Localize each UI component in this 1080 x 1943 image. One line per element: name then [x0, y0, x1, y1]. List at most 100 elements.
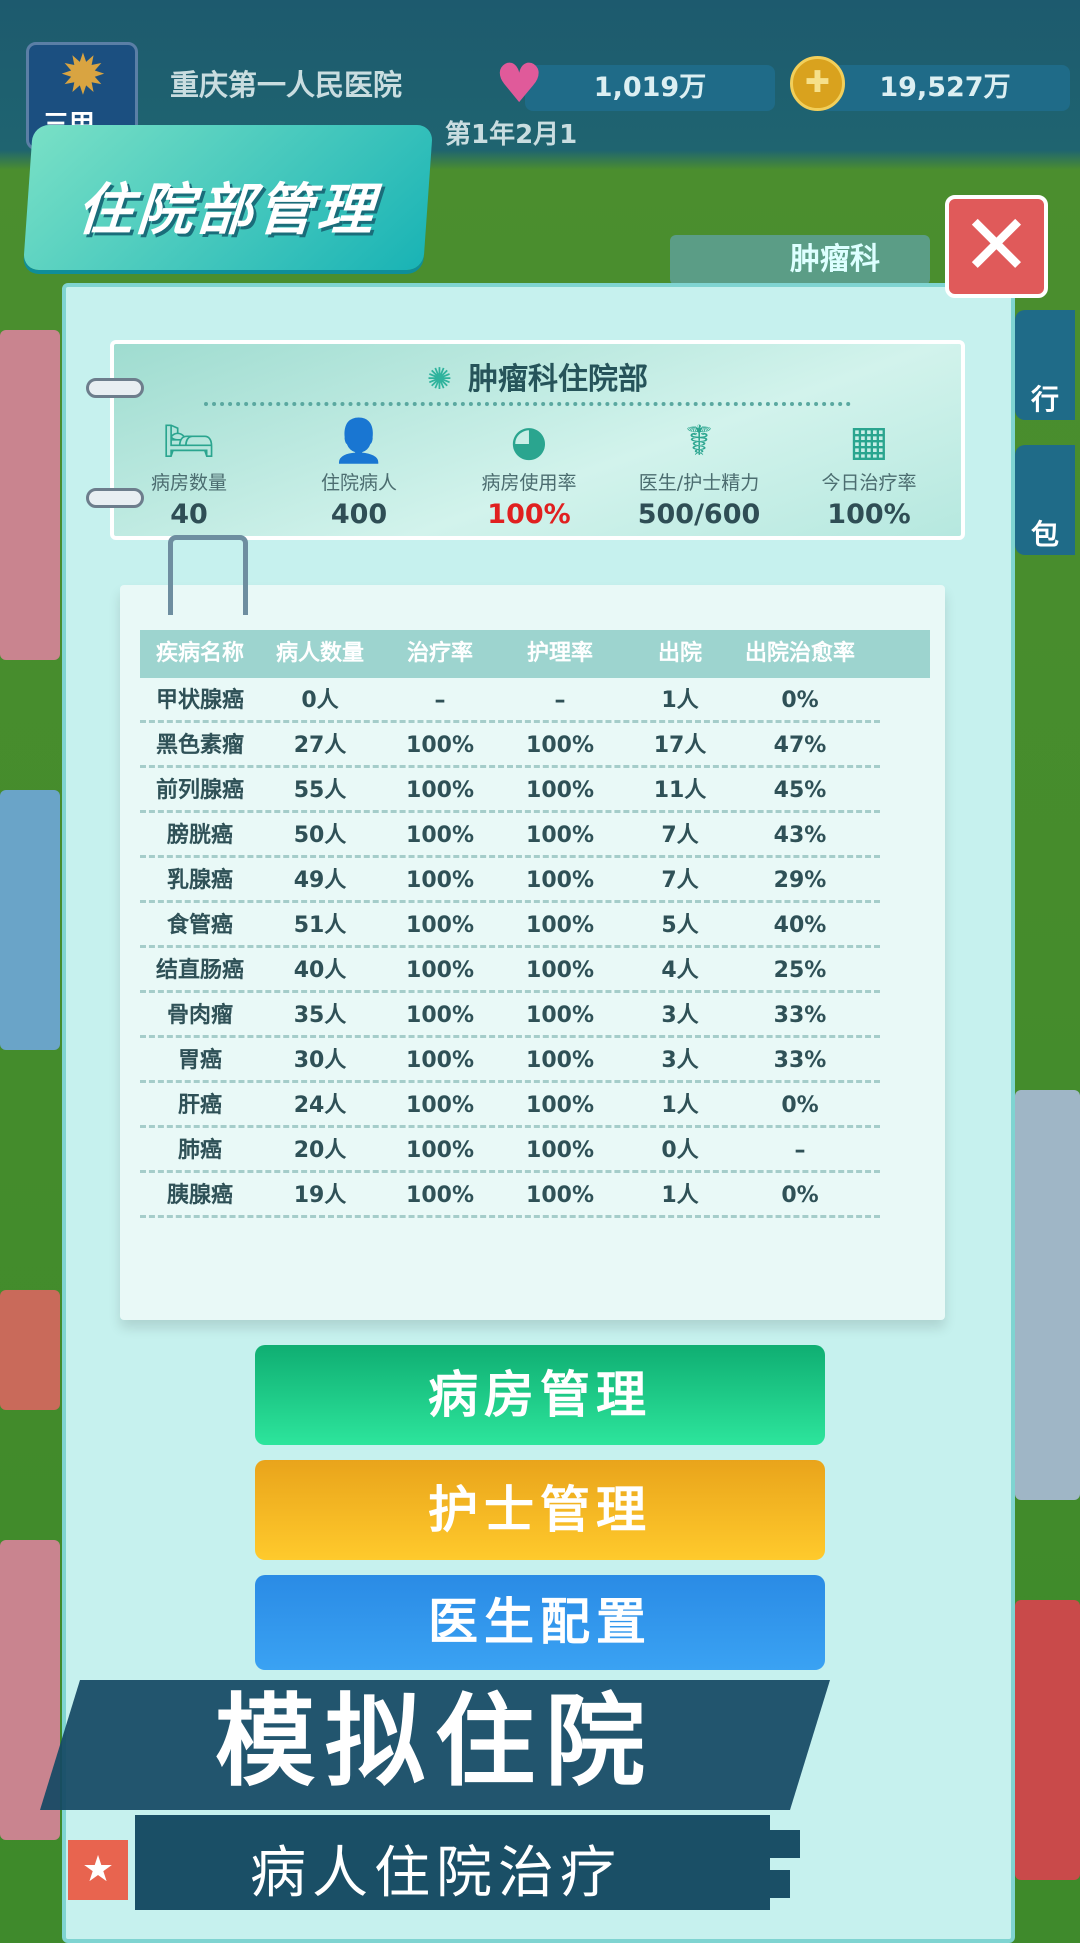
- table-cell: 100%: [406, 733, 474, 758]
- table-cell: 100%: [406, 1048, 474, 1073]
- table-cell: 100%: [526, 823, 594, 848]
- nurse-management-button[interactable]: 护士管理: [255, 1460, 825, 1560]
- side-tab-bag[interactable]: 包: [1015, 445, 1075, 555]
- coin-icon: ✚: [790, 56, 845, 111]
- table-cell: 1人: [661, 1183, 699, 1208]
- table-cell: 27人: [293, 733, 347, 758]
- table-cell: 100%: [406, 1003, 474, 1028]
- table-row: 膀胱癌 50人 100% 100% 7人 43%: [140, 813, 880, 858]
- table-cell: 7人: [661, 868, 699, 893]
- table-cell: 29%: [773, 868, 827, 893]
- bed-icon: 🛏: [162, 416, 216, 465]
- heart-icon: ♥: [495, 52, 544, 115]
- table-cell: 100%: [406, 958, 474, 983]
- table-cell: 甲状腺癌: [155, 688, 244, 713]
- table-cell: 35人: [293, 1003, 347, 1028]
- table-cell: 55人: [293, 778, 347, 803]
- table-cell: 100%: [526, 733, 594, 758]
- table-cell: 7人: [661, 823, 699, 848]
- table-cell: 3人: [661, 1003, 699, 1028]
- calendar-icon: ▦: [849, 416, 889, 465]
- star-icon: ★: [68, 1840, 128, 1900]
- binder-ring: [86, 378, 144, 398]
- table-cell: 100%: [526, 1093, 594, 1118]
- table-cell: 0%: [781, 1183, 819, 1208]
- table-row: 肺癌 20人 100% 100% 0人 –: [140, 1128, 880, 1173]
- stat-inpatients: 👤 住院病人 400: [274, 416, 444, 530]
- table-cell: 骨肉瘤: [166, 1003, 233, 1028]
- table-cell: 100%: [526, 1183, 594, 1208]
- table-row: 甲状腺癌 0人 – – 1人 0%: [140, 678, 880, 723]
- table-row: 胰腺癌 19人 100% 100% 1人 0%: [140, 1173, 880, 1218]
- pixel-decoration: [760, 1870, 790, 1898]
- table-cell: 胰腺癌: [166, 1183, 233, 1208]
- table-cell: 19人: [293, 1183, 347, 1208]
- table-cell: 100%: [406, 913, 474, 938]
- table-cell: 100%: [406, 778, 474, 803]
- dotted-divider: [204, 402, 851, 406]
- table-cell: 肝癌: [177, 1093, 222, 1118]
- coins-counter: 19,527万: [820, 65, 1070, 111]
- table-cell: 0%: [781, 1093, 819, 1118]
- close-button[interactable]: ✕: [945, 195, 1048, 298]
- table-cell: 0人: [301, 688, 339, 713]
- hospital-name: 重庆第一人民医院: [170, 68, 403, 102]
- table-cell: 100%: [406, 1138, 474, 1163]
- table-cell: 0人: [661, 1138, 699, 1163]
- panel-title-banner: 住院部管理: [22, 125, 434, 270]
- table-cell: –: [554, 688, 566, 713]
- table-row: 肝癌 24人 100% 100% 1人 0%: [140, 1083, 880, 1128]
- stat-ward-usage: ◕ 病房使用率 100%: [444, 416, 614, 530]
- table-cell: 24人: [293, 1093, 347, 1118]
- table-cell: 5人: [661, 913, 699, 938]
- table-cell: 11人: [653, 778, 707, 803]
- virus-icon: ✺: [426, 362, 453, 397]
- binder-ring: [86, 488, 144, 508]
- table-cell: 食管癌: [166, 913, 233, 938]
- table-cell: 30人: [293, 1048, 347, 1073]
- table-cell: 肺癌: [177, 1138, 222, 1163]
- table-cell: 100%: [406, 1093, 474, 1118]
- side-tab-rank[interactable]: 行: [1015, 310, 1075, 420]
- doctor-icon: ☤: [684, 416, 714, 465]
- table-cell: 4人: [661, 958, 699, 983]
- table-cell: 40人: [293, 958, 347, 983]
- game-date: 第1年2月1: [445, 120, 578, 150]
- table-cell: 100%: [526, 1048, 594, 1073]
- table-row: 前列腺癌 55人 100% 100% 11人 45%: [140, 768, 880, 813]
- table-cell: 0%: [781, 688, 819, 713]
- table-cell: 100%: [526, 913, 594, 938]
- table-cell: 胃癌: [177, 1048, 222, 1073]
- table-row: 乳腺癌 49人 100% 100% 7人 29%: [140, 858, 880, 903]
- table-cell: 50人: [293, 823, 347, 848]
- promo-headline: 模拟住院: [215, 1683, 655, 1800]
- table-cell: 100%: [526, 1003, 594, 1028]
- table-cell: 45%: [773, 778, 827, 803]
- table-row: 胃癌 30人 100% 100% 3人 33%: [140, 1038, 880, 1083]
- ward-management-button[interactable]: 病房管理: [255, 1345, 825, 1445]
- table-cell: 33%: [773, 1048, 827, 1073]
- doctor-config-button[interactable]: 医生配置: [255, 1575, 825, 1670]
- table-row: 食管癌 51人 100% 100% 5人 40%: [140, 903, 880, 948]
- promo-banner: [40, 1680, 830, 1810]
- table-row: 骨肉瘤 35人 100% 100% 3人 33%: [140, 993, 880, 1038]
- table-cell: 结直肠癌: [155, 958, 244, 983]
- pixel-decoration: [770, 1830, 800, 1858]
- department-map-sign: 肿瘤科: [670, 235, 930, 285]
- promo-subline-box: [135, 1815, 770, 1910]
- promo-subline: 病人住院治疗: [250, 1841, 622, 1906]
- table-row: 黑色素瘤 27人 100% 100% 17人 47%: [140, 723, 880, 768]
- table-cell: 43%: [773, 823, 827, 848]
- stat-staff-energy: ☤ 医生/护士精力 500/600: [614, 416, 784, 530]
- binder-clip-icon: [168, 535, 248, 615]
- table-cell: 100%: [526, 1138, 594, 1163]
- table-header: 疾病名称 病人数量 治疗率 护理率 出院 出院治愈率: [140, 630, 930, 678]
- table-cell: 100%: [526, 868, 594, 893]
- table-cell: 49人: [293, 868, 347, 893]
- table-cell: 47%: [773, 733, 827, 758]
- table-cell: 黑色素瘤: [155, 733, 244, 758]
- hearts-counter: 1,019万: [525, 65, 775, 111]
- table-cell: 100%: [526, 778, 594, 803]
- rank-star-icon: ✹: [59, 43, 107, 108]
- table-cell: 17人: [653, 733, 707, 758]
